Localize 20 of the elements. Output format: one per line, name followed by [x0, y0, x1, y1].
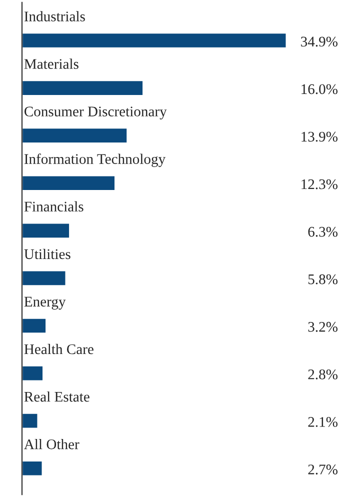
data-label: 34.9%	[301, 36, 338, 47]
data-label: 2.1%	[308, 417, 338, 427]
data-label: 3.2%	[308, 322, 338, 332]
data-label: 2.7%	[308, 464, 338, 474]
y-tick-label: Industrials	[24, 11, 85, 22]
data-label: 5.8%	[308, 274, 338, 284]
y-tick-label: All Other	[24, 438, 80, 450]
data-label: 16.0%	[302, 84, 338, 94]
y-tick-label: Energy	[24, 296, 66, 310]
data-label: 2.8%	[308, 369, 338, 380]
y-tick-label: Information Technology	[24, 154, 166, 167]
y-tick-label: Financials	[24, 201, 84, 212]
y-tick-label: Utilities	[24, 248, 70, 260]
data-label: 13.9%	[302, 132, 338, 142]
data-label: 12.3%	[302, 179, 338, 190]
y-tick-label: Materials	[24, 58, 78, 69]
data-label: 6.3%	[308, 226, 338, 237]
y-tick-label: Health Care	[24, 344, 94, 354]
y-tick-label: Real Estate	[24, 391, 90, 402]
y-tick-label: Consumer Discretionary	[24, 106, 167, 120]
